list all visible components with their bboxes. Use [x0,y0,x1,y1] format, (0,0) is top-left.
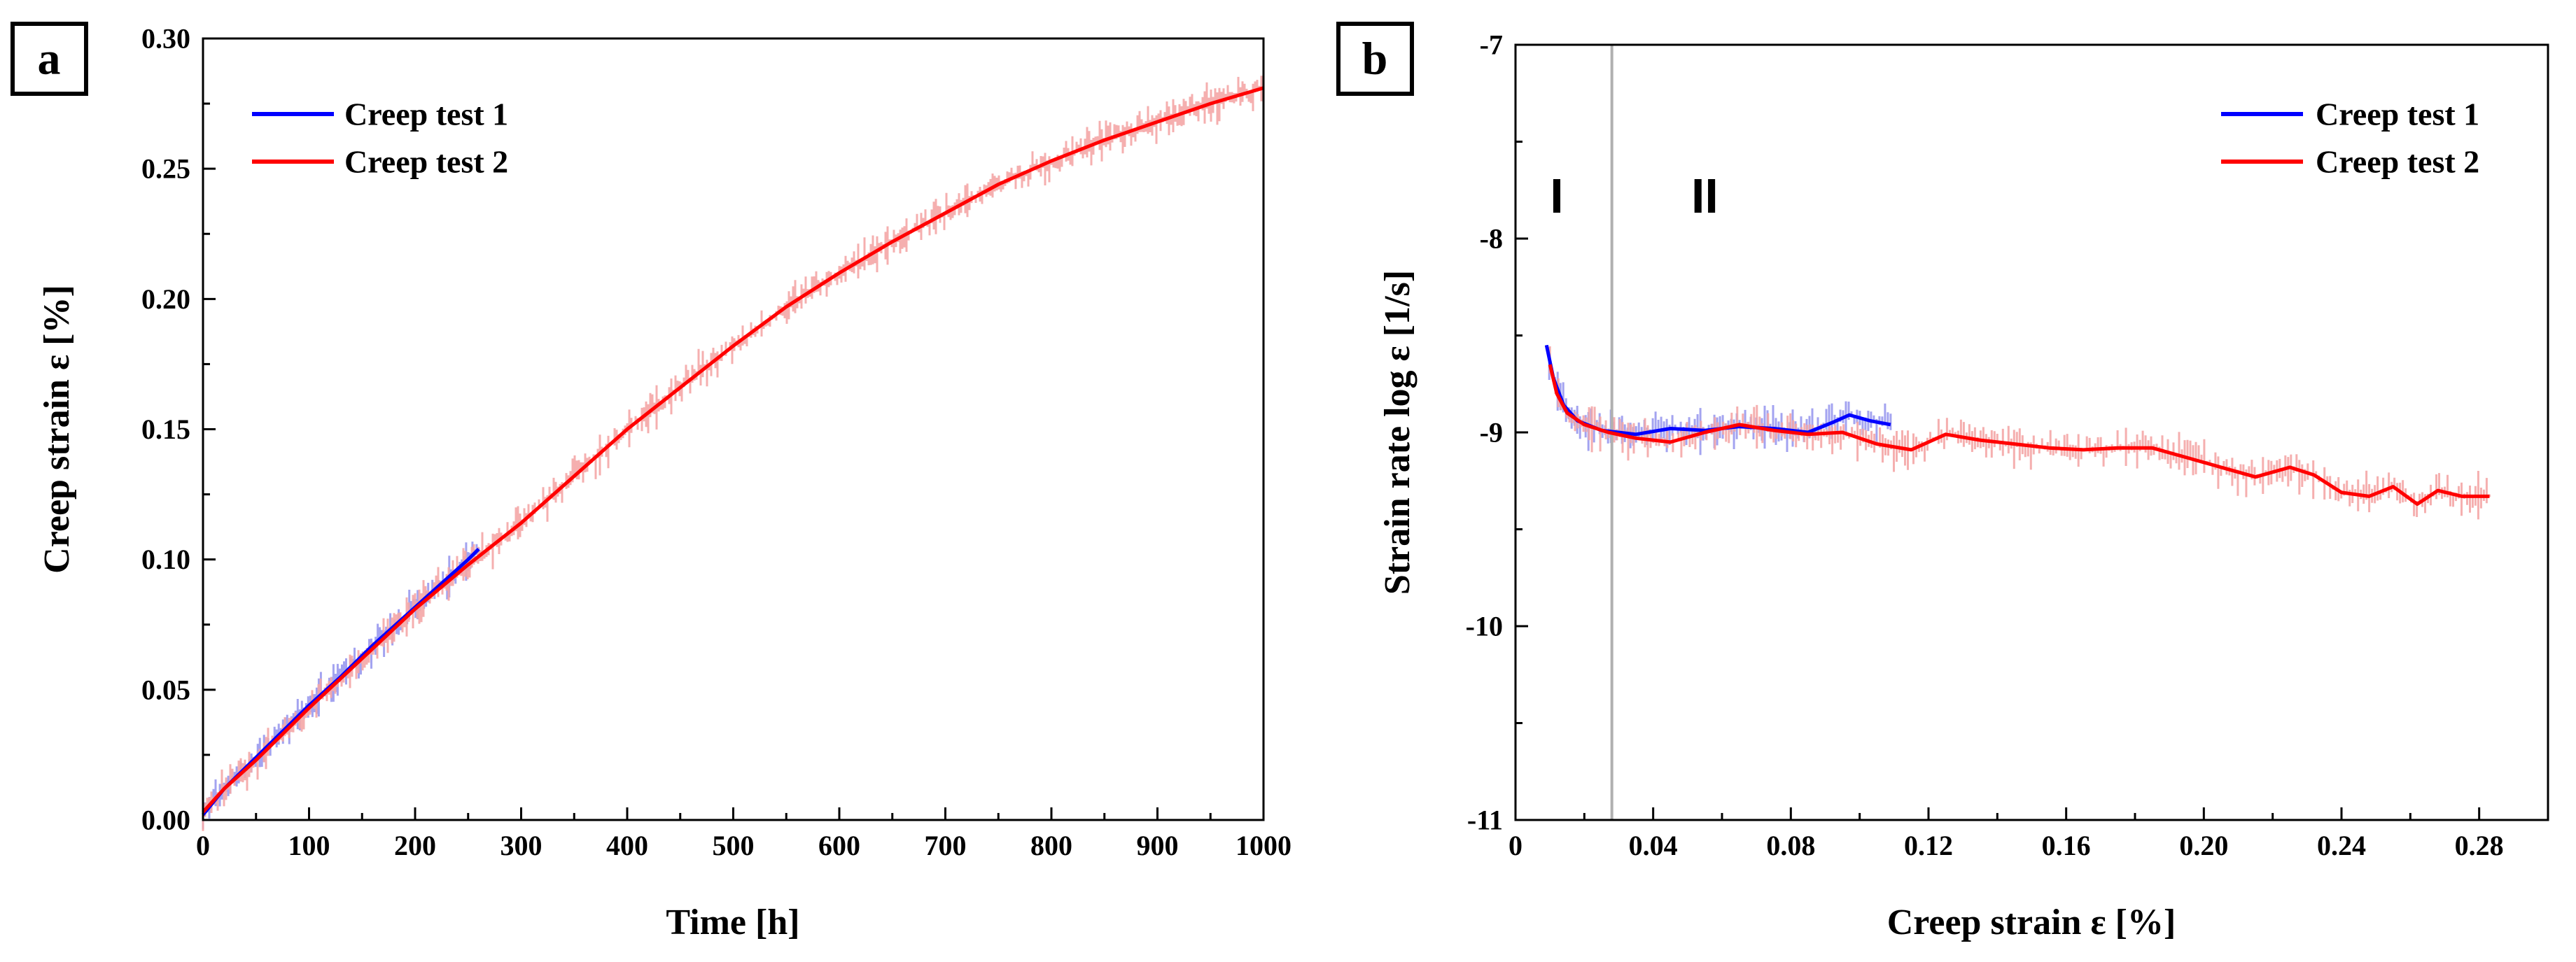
x-tick-label: 0.20 [2179,830,2228,861]
y-tick-label: 0.20 [141,283,190,315]
x-tick-label: 200 [394,830,436,861]
panel-b-x-axis-label: Creep strain ε [%] [1887,903,2176,942]
x-tick-label: 0.28 [2455,830,2504,861]
x-tick-label: 300 [500,830,542,861]
x-tick-label: 0.12 [1904,830,1953,861]
y-tick-label: -10 [1466,611,1503,642]
x-tick-label: 0 [1508,830,1522,861]
x-tick-label: 0.04 [1629,830,1678,861]
panel-b-legend: Creep test 1 Creep test 2 [2221,97,2479,180]
legend-label-creep-test-2: Creep test 2 [344,144,508,180]
legend-label-creep-test-1: Creep test 1 [2316,97,2479,132]
y-tick-label: -8 [1480,223,1503,255]
panel-b-label-box [1336,22,1414,96]
legend-label-creep-test-1: Creep test 1 [344,97,508,132]
panel-b-letter: b [1362,34,1388,85]
y-tick-label: 0.30 [141,23,190,55]
x-tick-label: 800 [1030,830,1072,861]
y-tick-label: 0.15 [141,413,190,445]
y-tick-label: 0.25 [141,153,190,185]
panel-a-noise-bands [202,76,1265,831]
x-tick-label: 700 [925,830,967,861]
panel-a-label-box [10,22,88,96]
x-tick-label: 0.08 [1766,830,1815,861]
panel-b-y-ticks: -11 -10 -9 -8 -7 [1466,29,1528,836]
panel-b-series-lines [1544,344,2490,506]
series-noise-creep-test-2 [202,76,1265,831]
y-tick-label: 0.00 [141,805,190,836]
y-tick-label: -9 [1480,417,1503,448]
x-tick-label: 1000 [1236,830,1292,861]
y-tick-label: -7 [1480,29,1503,61]
x-tick-label: 0.24 [2317,830,2366,861]
stage-label-secondary: II [1691,169,1718,223]
panel-a-y-ticks: 0.00 0.05 0.10 0.15 0.20 0.25 0.30 [141,23,216,836]
panel-a-legend: Creep test 1 Creep test 2 [252,97,508,180]
panel-a-y-axis-label: Creep strain ε [%] [37,285,77,574]
stage-label-primary: I [1550,169,1563,223]
y-tick-label: -11 [1467,805,1503,836]
panel-b-y-axis-label: Strain rate log ε [1/s] [1378,270,1418,595]
panel-b-x-ticks: 0 0.04 0.08 0.12 0.16 0.20 0.24 0.28 [1508,807,2504,861]
panel-a-creep-strain-vs-time: a 0 100 200 300 400 500 600 700 800 900 1000 0.000… [10,22,1292,942]
panel-a-letter: a [38,34,61,85]
y-tick-label: 0.05 [141,674,190,705]
panel-b-strain-rate-vs-creep-strain: b I II 0 0.04 0.08 0.12 0.16 0.20 0.24 0.28 -11… [1336,22,2549,942]
x-tick-label: 900 [1137,830,1179,861]
panel-a-x-axis-label: Time [h] [666,903,799,942]
x-tick-label: 500 [713,830,755,861]
legend-label-creep-test-2: Creep test 2 [2316,144,2479,180]
series-line-creep-test-1 [1544,344,1891,437]
series-line-creep-test-2 [202,86,1264,814]
x-tick-label: 100 [288,830,330,861]
x-tick-label: 0 [196,830,210,861]
series-line-creep-test-2 [1548,364,2490,506]
y-tick-label: 0.10 [141,544,190,575]
x-tick-label: 600 [818,830,860,861]
panel-a-x-ticks: 0 100 200 300 400 500 600 700 800 900 1000 [196,807,1292,861]
panel-a-series-lines [202,86,1264,816]
x-tick-label: 400 [606,830,648,861]
x-tick-label: 0.16 [2042,830,2091,861]
